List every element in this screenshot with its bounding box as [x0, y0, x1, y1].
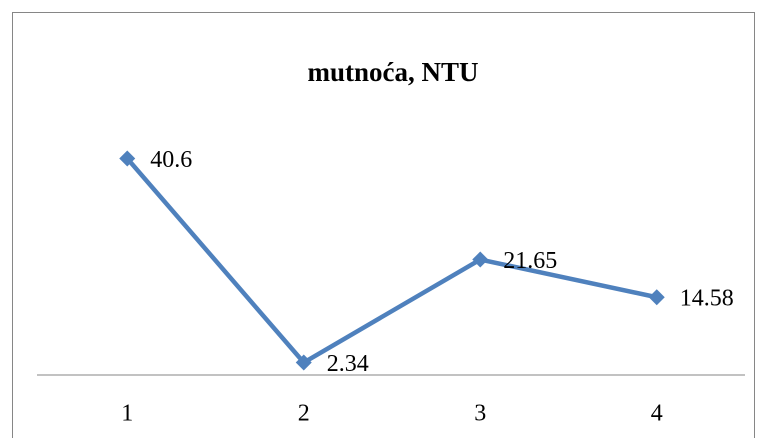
data-label: 14.58 [680, 286, 734, 312]
data-point [472, 251, 489, 268]
data-label: 40.6 [150, 147, 192, 173]
x-tick-label: 2 [298, 401, 310, 427]
x-tick-label: 1 [121, 401, 133, 427]
data-point [119, 150, 136, 167]
data-label: 21.65 [503, 248, 557, 274]
data-line [125, 156, 658, 365]
data-label: 2.34 [327, 351, 369, 377]
chart-frame [12, 12, 755, 438]
chart-title: mutnoća, NTU [307, 57, 478, 87]
data-point [648, 289, 665, 306]
x-tick-label: 3 [474, 401, 486, 427]
x-tick-label: 4 [651, 401, 663, 427]
data-point [295, 354, 312, 371]
